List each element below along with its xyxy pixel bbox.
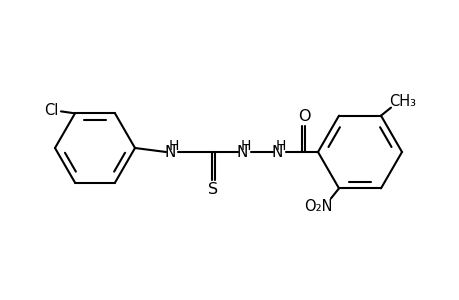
Text: CH₃: CH₃ (389, 94, 415, 109)
Text: H: H (241, 139, 251, 153)
Text: S: S (207, 182, 218, 197)
Text: N: N (271, 145, 282, 160)
Text: N: N (236, 145, 247, 160)
Text: O: O (297, 109, 309, 124)
Text: H: H (275, 139, 285, 153)
Text: N: N (164, 145, 175, 160)
Text: O₂N: O₂N (303, 199, 331, 214)
Text: H: H (168, 139, 179, 153)
Text: Cl: Cl (44, 103, 58, 118)
